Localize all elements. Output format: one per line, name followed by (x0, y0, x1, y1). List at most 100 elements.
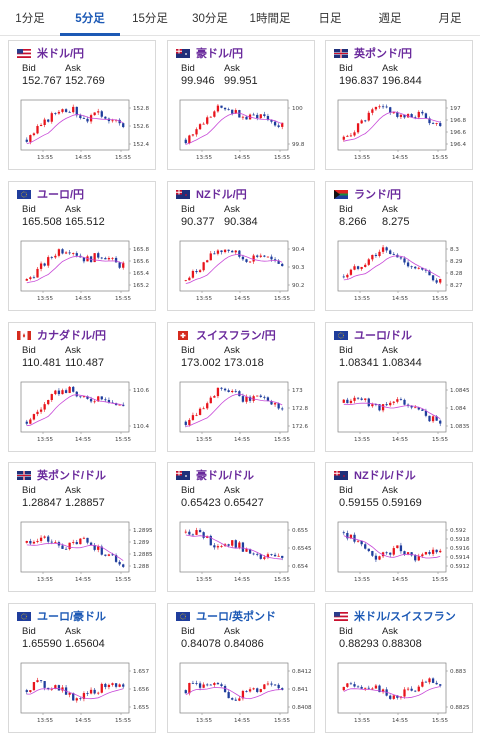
moving-average-line (185, 687, 283, 700)
currency-pair-name[interactable]: 英ポンド/ドル (37, 470, 107, 482)
candle-body (399, 257, 403, 259)
y-tick-label: 1.656 (133, 687, 149, 693)
tab-0[interactable]: 1分足 (15, 13, 45, 25)
currency-pair-link[interactable]: ユーロ/英ポンド (176, 609, 276, 623)
tab-5[interactable]: 日足 (318, 13, 342, 25)
quote-values: 196.837 196.844 (339, 75, 425, 87)
currency-pair-link[interactable]: 米ドル/円 (17, 46, 84, 60)
rate-card[interactable]: ランド/円 Bid Ask 8.266 8.275 8.3 8.29 8.28 8.27 13:5… (325, 181, 473, 311)
rate-card[interactable]: 米ドル/スイスフラン Bid Ask 0.88293 0.88308 0.883 0.882… (325, 603, 473, 733)
x-tick-label: 15:55 (432, 718, 449, 724)
chart-frame (337, 662, 447, 714)
rate-card[interactable]: NZドル/円 Bid Ask 90.377 90.384 90.4 90.3 90.2 13:5… (167, 181, 315, 311)
currency-pair-link[interactable]: NZドル/ドル (334, 468, 416, 482)
candle-body (349, 534, 353, 539)
candle-body (198, 408, 202, 415)
currency-pair-name[interactable]: 豪ドル/ドル (196, 470, 255, 482)
currency-pair-name[interactable]: NZドル/ドル (354, 470, 416, 482)
tab-6[interactable]: 週足 (378, 13, 402, 25)
candle-body (424, 269, 428, 271)
y-tick-label: 165.4 (133, 271, 149, 277)
currency-pair-name[interactable]: ユーロ/豪ドル (37, 611, 107, 623)
candle-body (381, 106, 385, 108)
currency-pair-name[interactable]: ユーロ/円 (37, 189, 85, 201)
currency-pair-link[interactable]: スイスフラン/円 (176, 328, 276, 342)
rate-card[interactable]: 豪ドル/ドル Bid Ask 0.65423 0.65427 0.655 0.6545 0.6… (167, 462, 315, 592)
currency-pair-link[interactable]: ランド/円 (334, 187, 401, 201)
tab-4[interactable]: 1時間足 (249, 13, 291, 25)
x-tick-label: 14:55 (234, 718, 251, 724)
rate-card[interactable]: カナダドル/円 Bid Ask 110.481 110.487 110.6 110.4 13:… (8, 322, 156, 452)
bid-value: 0.59155 (339, 497, 379, 509)
candle-body (414, 407, 417, 409)
tab-2[interactable]: 15分足 (132, 13, 168, 25)
currency-pair-link[interactable]: 豪ドル/円 (176, 46, 243, 60)
candle-body (270, 256, 273, 260)
currency-pair-link[interactable]: NZドル/円 (176, 187, 247, 201)
currency-pair-name[interactable]: ランド/円 (354, 189, 402, 201)
currency-pair-link[interactable]: 英ポンド/ドル (17, 468, 106, 482)
rate-card[interactable]: 豪ドル/円 Bid Ask 99.946 99.951 100 99.8 13:55 14:55… (167, 40, 315, 170)
x-tick-label: 13:55 (37, 718, 54, 724)
candle-body (118, 119, 121, 124)
currency-pair-link[interactable]: ユーロ/ドル (334, 328, 412, 342)
tab-1[interactable]: 5分足 (60, 0, 120, 36)
currency-pair-name[interactable]: NZドル/円 (196, 189, 247, 201)
y-tick-label: 1.655 (133, 705, 149, 711)
candle-body (231, 390, 234, 392)
tab-3[interactable]: 30分足 (192, 13, 228, 25)
currency-pair-link[interactable]: ユーロ/円 (17, 187, 84, 201)
rate-card[interactable]: ユーロ/ドル Bid Ask 1.08341 1.08344 1.0845 1.084 1.0… (325, 322, 473, 452)
currency-pair-link[interactable]: 米ドル/スイスフラン (334, 609, 456, 623)
candle-body (414, 555, 417, 561)
candle-body (188, 531, 191, 535)
bid-label: Bid (22, 485, 36, 496)
candle-body (356, 266, 360, 269)
candle-body (54, 685, 57, 689)
quote-labels: Bid Ask (22, 626, 108, 637)
rate-card[interactable]: スイスフラン/円 Bid Ask 173.002 173.018 173 172.8 172.… (167, 322, 315, 452)
candle-body (346, 135, 349, 137)
currency-pair-link[interactable]: 英ポンド/円 (334, 46, 412, 60)
rate-card[interactable]: ユーロ/円 Bid Ask 165.508 165.512 165.8 165.6 165.4… (8, 181, 156, 311)
currency-pair-name[interactable]: 米ドル/円 (37, 48, 85, 60)
currency-pair-name[interactable]: 米ドル/スイスフラン (354, 611, 456, 623)
rate-card[interactable]: ユーロ/豪ドル Bid Ask 1.65590 1.65604 1.657 1.656 1.6… (8, 603, 156, 733)
currency-pair-link[interactable]: 豪ドル/ドル (176, 468, 254, 482)
currency-pair-name[interactable]: スイスフラン/円 (196, 330, 276, 342)
candle-body (216, 250, 220, 254)
rate-card[interactable]: 英ポンド/円 Bid Ask 196.837 196.844 197 196.8 196.6 1… (325, 40, 473, 170)
candle-body (266, 397, 270, 402)
rate-card[interactable]: 米ドル/円 Bid Ask 152.767 152.769 152.8 152.6 152.4… (8, 40, 156, 170)
candle-body (104, 116, 107, 119)
candle-body (399, 545, 403, 552)
candle-body (32, 277, 36, 279)
currency-pair-name[interactable]: 英ポンド/円 (354, 48, 413, 60)
currency-pair-name[interactable]: カナダドル/円 (37, 330, 107, 342)
candle-body (68, 386, 71, 393)
rate-card[interactable]: ユーロ/英ポンド Bid Ask 0.84078 0.84086 0.8412 0.841 0… (167, 603, 315, 733)
y-tick-label: 196.4 (450, 142, 466, 148)
candle-body (227, 692, 230, 699)
candle-body (266, 554, 270, 558)
currency-pair-name[interactable]: ユーロ/ドル (354, 330, 413, 342)
rate-card[interactable]: NZドル/ドル Bid Ask 0.59155 0.59169 0.592 0.5918 0.… (325, 462, 473, 592)
ask-value: 1.28857 (65, 497, 105, 509)
currency-pair-link[interactable]: カナダドル/円 (17, 328, 106, 342)
currency-pair-name[interactable]: 豪ドル/円 (196, 48, 244, 60)
chart-frame (20, 381, 130, 433)
candle-body (195, 530, 198, 535)
candle-body (216, 387, 220, 397)
candle-body (346, 399, 349, 404)
rate-card[interactable]: 英ポンド/ドル Bid Ask 1.28847 1.28857 1.2895 1.289 1.… (8, 462, 156, 592)
y-tick-label: 173 (292, 388, 303, 394)
candle-body (57, 685, 61, 691)
candle-body (259, 554, 262, 559)
currency-pair-link[interactable]: ユーロ/豪ドル (17, 609, 106, 623)
quote-labels: Bid Ask (22, 204, 108, 215)
currency-pair-name[interactable]: ユーロ/英ポンド (196, 611, 277, 623)
tab-7[interactable]: 月足 (438, 13, 462, 25)
candle-body (36, 540, 39, 542)
x-tick-label: 14:55 (234, 296, 251, 302)
moving-average-line (343, 255, 441, 281)
